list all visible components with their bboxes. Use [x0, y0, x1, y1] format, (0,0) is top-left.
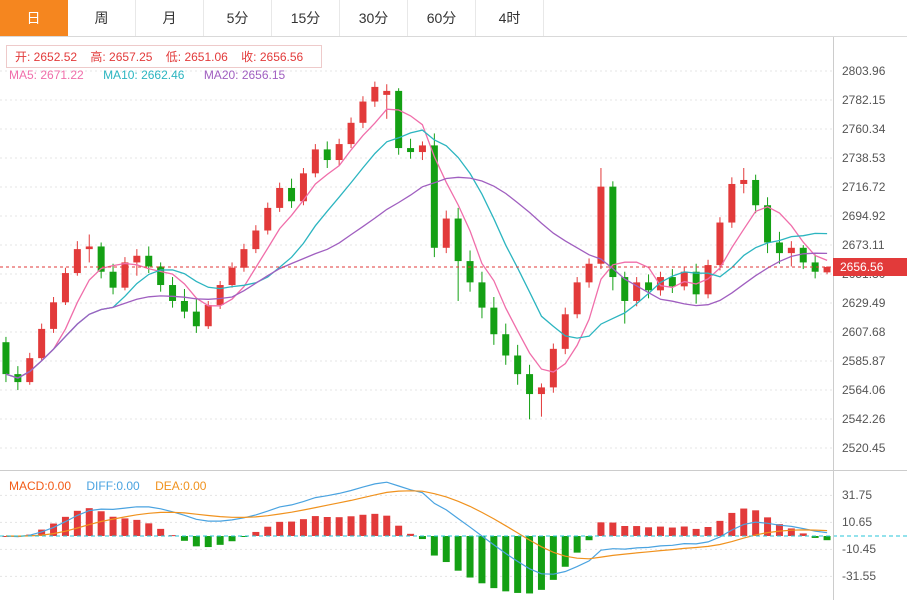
price-axis-label: 2542.26 [842, 411, 886, 426]
diff-value: DIFF:0.00 [86, 479, 140, 493]
price-axis-label: 2760.34 [842, 122, 886, 136]
macd-axis-label: -10.45 [842, 542, 877, 557]
price-axis-label: 2520.45 [842, 440, 886, 455]
timeframe-tabbar: 日 周 月 5分 15分 30分 60分 4时 [0, 0, 907, 37]
price-axis-label: 2564.06 [842, 382, 886, 397]
tab-5min[interactable]: 5分 [204, 0, 272, 36]
macd-axis-label: 10.65 [842, 515, 873, 530]
macd-value: MACD:0.00 [9, 479, 72, 493]
price-axis-label: 2738.53 [842, 151, 886, 165]
ma10-value: MA10: 2662.46 [103, 68, 185, 82]
tab-30min[interactable]: 30分 [340, 0, 408, 36]
ma5-value: MA5: 2671.22 [9, 68, 84, 82]
tab-60min[interactable]: 60分 [408, 0, 476, 36]
tab-month[interactable]: 月 [136, 0, 204, 36]
ohlc-readout: 开: 2652.52 高: 2657.25 低: 2651.06 收: 2656… [6, 45, 323, 68]
tab-day[interactable]: 日 [0, 0, 68, 36]
price-axis-label: 2716.72 [842, 180, 886, 194]
tab-4hour[interactable]: 4时 [476, 0, 544, 36]
open-value: 开: 2652.52 [15, 50, 78, 64]
high-value: 高: 2657.25 [90, 50, 153, 64]
tab-15min[interactable]: 15分 [272, 0, 340, 36]
price-axis-label: 2694.92 [842, 208, 886, 223]
ma-readout: MA5: 2671.22 MA10: 2662.46 MA20: 2656.15 [9, 68, 301, 82]
price-axis-label: 2607.68 [842, 324, 886, 339]
candlestick-chart-canvas[interactable] [0, 37, 907, 600]
price-axis-label: 2585.87 [842, 353, 886, 368]
ma20-value: MA20: 2656.15 [203, 68, 286, 82]
close-value: 收: 2656.56 [241, 50, 304, 64]
macd-axis-label: -31.55 [842, 569, 877, 584]
tab-week[interactable]: 周 [68, 0, 136, 36]
current-price-badge: 2656.56 [833, 257, 907, 276]
price-axis-label: 2629.49 [842, 295, 886, 310]
macd-readout: MACD:0.00 DIFF:0.00 DEA:0.00 [9, 479, 218, 493]
price-axis-label: 2782.15 [842, 93, 886, 107]
macd-axis-label: 31.75 [842, 488, 873, 503]
low-value: 低: 2651.06 [165, 50, 228, 64]
price-axis-label: 2673.11 [842, 237, 885, 252]
dea-value: DEA:0.00 [155, 479, 207, 493]
price-axis: 2803.96 2782.15 2760.34 2738.53 2716.72 2694.… [834, 37, 907, 600]
price-axis-label: 2803.96 [842, 64, 886, 78]
